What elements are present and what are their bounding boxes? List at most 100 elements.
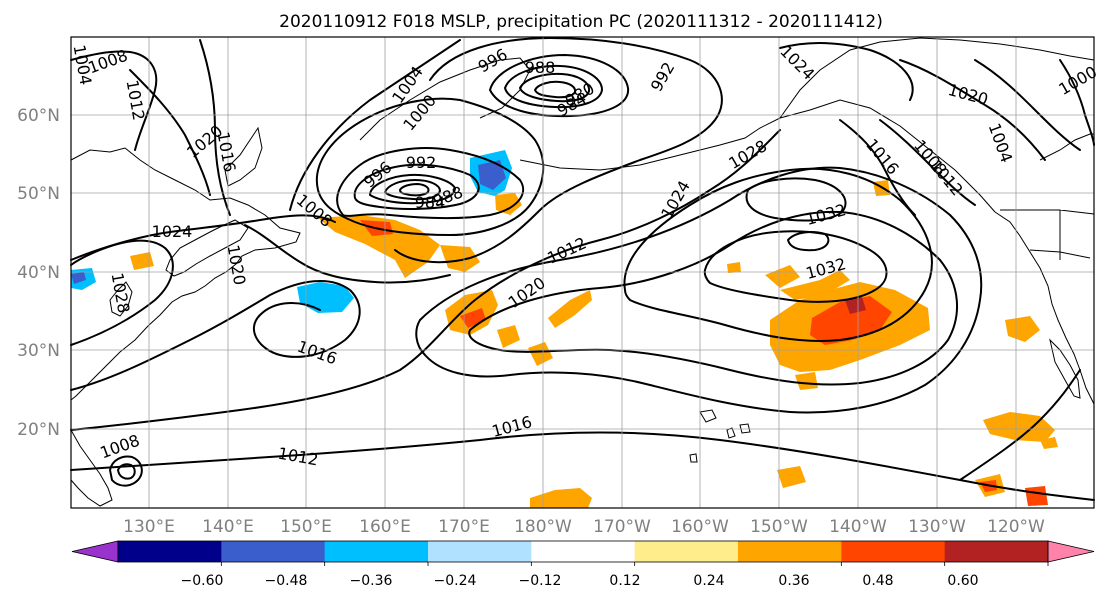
gridlines xyxy=(71,37,1094,508)
isobar-contour xyxy=(839,119,916,216)
map-area: 1008 1012 1020 1016 1004 1024 1020 1028 … xyxy=(70,36,1100,509)
lon-label-150w: 150°W xyxy=(750,517,808,537)
colorbar-segment xyxy=(634,541,739,562)
precip-negative-patch xyxy=(478,160,506,190)
coastline xyxy=(359,57,531,141)
isobar-contour xyxy=(489,54,630,118)
precip-positive-patch xyxy=(528,342,553,366)
colorbar-label: 0.12 xyxy=(609,573,640,589)
colorbar-segment xyxy=(531,541,636,562)
precip-positive-patch xyxy=(497,325,520,348)
lat-label-20n: 20°N xyxy=(17,420,60,440)
isobar-contour xyxy=(415,166,983,414)
isobar-label-984-low: 984 xyxy=(415,193,446,212)
colorbar-label: 0.48 xyxy=(862,573,893,589)
lon-label-130w: 130°W xyxy=(908,517,966,537)
colorbar-segment xyxy=(944,541,1049,562)
lon-label-150e: 150°E xyxy=(280,517,332,537)
lon-label-170w: 170°W xyxy=(593,517,651,537)
colorbar-ticks xyxy=(220,562,1049,566)
isobar-contour xyxy=(787,231,830,252)
precip-positive-patch xyxy=(780,270,850,300)
colorbar-frame xyxy=(117,540,1049,563)
lon-label-160e: 160°E xyxy=(359,517,411,537)
colorbar-extend-min xyxy=(71,540,119,563)
latitude-labels: 60°N 50°N 40°N 30°N 20°N xyxy=(17,106,60,440)
precip-positive-patch xyxy=(983,412,1055,442)
isobar-contour xyxy=(394,37,723,264)
coastline xyxy=(1000,209,1095,260)
colorbar-segment xyxy=(221,541,326,562)
precip-negative-patch xyxy=(71,272,86,284)
precip-positive-patch xyxy=(318,215,440,278)
precip-positive-patch xyxy=(845,297,866,314)
precip-positive-patch xyxy=(495,193,522,215)
isobar-label-988-north: 988 xyxy=(525,58,556,77)
coastline xyxy=(70,429,113,507)
coastline xyxy=(165,219,249,277)
colorbar-label: −0.24 xyxy=(434,573,477,589)
lon-label-180w: 180°W xyxy=(514,517,572,537)
lon-label-130e: 130°E xyxy=(123,517,175,537)
longitude-labels: 130°E 140°E 150°E 160°E 170°E 180°W 170°… xyxy=(123,517,1045,537)
isobar-contour xyxy=(384,179,441,201)
isobar-label-992-low: 992 xyxy=(406,153,437,172)
precip-positive-patch xyxy=(460,308,486,328)
colorbar-label: −0.48 xyxy=(265,573,308,589)
colorbar-segment xyxy=(428,541,532,562)
colorbar-segments xyxy=(71,540,1095,563)
lat-label-50n: 50°N xyxy=(17,184,60,204)
isobar-contour xyxy=(129,69,211,196)
isobar-contour xyxy=(244,224,451,284)
precip-negative-patch xyxy=(297,282,354,313)
isobar-contour xyxy=(779,41,914,101)
colorbar-label: −0.60 xyxy=(181,573,224,589)
isobar-contour xyxy=(109,455,143,487)
precip-positive-patch xyxy=(1005,316,1040,342)
coastline xyxy=(224,126,263,187)
lat-label-60n: 60°N xyxy=(17,106,60,126)
isobar-contour xyxy=(70,279,361,391)
isobar-contour xyxy=(70,129,781,431)
lon-label-170e: 170°E xyxy=(438,517,490,537)
isobar-contour xyxy=(899,59,1046,161)
colorbar-label: 0.60 xyxy=(947,573,978,589)
isobar-contour xyxy=(117,463,136,480)
precip-positive-patch xyxy=(130,252,154,270)
isobar-contour xyxy=(399,183,430,197)
coastline xyxy=(779,37,1095,119)
colorbar-segment xyxy=(841,541,946,562)
coastline xyxy=(689,409,751,463)
isobar-contour xyxy=(199,39,231,216)
colorbar-labels: −0.60 −0.48 −0.36 −0.24 −0.12 0.12 0.24 … xyxy=(181,573,979,589)
colorbar-label: 0.24 xyxy=(693,573,724,589)
precip-positive-patch xyxy=(440,245,480,272)
precip-positive-patch xyxy=(795,372,818,390)
colorbar: −0.60 −0.48 −0.36 −0.24 −0.12 0.12 0.24 … xyxy=(71,540,1095,589)
isobar-contour xyxy=(369,173,456,205)
colorbar-extend-max xyxy=(1047,540,1095,563)
colorbar-segment xyxy=(738,541,842,562)
colorbar-label: −0.36 xyxy=(350,573,393,589)
precip-positive-patch xyxy=(548,290,592,328)
precip-positive-patch xyxy=(765,265,800,288)
isobar-contour xyxy=(879,119,976,206)
lon-label-140e: 140°E xyxy=(202,517,254,537)
lon-label-120w: 120°W xyxy=(987,517,1045,537)
isobar-contour xyxy=(534,80,577,99)
isobar-contour xyxy=(519,72,591,103)
colorbar-label: 0.36 xyxy=(778,573,809,589)
isobar-contour xyxy=(336,147,525,220)
isobar-contour xyxy=(703,230,888,303)
isobar-contour xyxy=(289,39,461,211)
coastline xyxy=(109,281,133,317)
isobar-contour xyxy=(745,177,847,222)
coastline xyxy=(70,147,301,401)
isobar-contour xyxy=(70,239,174,346)
isobar-contour xyxy=(974,59,1081,151)
lat-label-40n: 40°N xyxy=(17,263,60,283)
isobar-contour xyxy=(959,369,1081,481)
precip-positive-patch xyxy=(530,488,592,508)
coastline xyxy=(1049,338,1081,399)
